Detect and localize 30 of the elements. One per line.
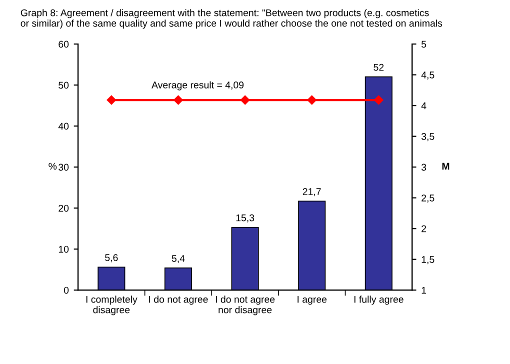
y2-tick-label: 5 — [421, 40, 426, 48]
y-tick-label: 0 — [64, 286, 69, 294]
chart-title: Graph 8: Agreement / disagreement with the statement: "Between two products (e.g. cosmetics or similar) of the same quality and same price I would rather choose the one not tested on animals — [20, 9, 442, 29]
y2-axis-title: M — [442, 162, 450, 170]
y-tick-label: 60 — [58, 40, 69, 48]
y2-tick-label: 3 — [421, 164, 426, 171]
y-tick-label: 10 — [58, 246, 69, 253]
x-tick-label: I agree — [298, 296, 327, 305]
y2-tick-label: 4,5 — [421, 72, 434, 80]
y-tick-label: 40 — [58, 122, 69, 130]
x-tick-label: I completely disagree — [86, 296, 138, 316]
y2-tick-label: 2 — [422, 225, 426, 232]
y-tick-label: 20 — [58, 204, 69, 212]
data-label: 5,4 — [172, 255, 185, 264]
y-tick-label: 50 — [58, 82, 69, 89]
annotation: Average result = 4,09 — [152, 81, 244, 90]
data-label: 21,7 — [302, 188, 321, 196]
y-axis-title: % — [48, 162, 57, 170]
x-tick-label: I do not agree — [149, 296, 208, 305]
x-tick-label: I do not agree nor disagree — [216, 296, 275, 316]
y2-tick-label: 1,5 — [422, 256, 434, 264]
data-label: 52 — [374, 64, 384, 71]
data-label: 15,3 — [236, 214, 254, 222]
y2-tick-label: 3,5 — [421, 133, 434, 142]
y2-tick-label: 2,5 — [422, 194, 434, 203]
y-tick-label: 30 — [58, 164, 69, 171]
data-label: 5,6 — [105, 254, 118, 262]
x-tick-label: I fully agree — [354, 296, 404, 305]
y2-tick-label: 1 — [422, 286, 426, 294]
y2-tick-label: 4 — [421, 102, 426, 110]
